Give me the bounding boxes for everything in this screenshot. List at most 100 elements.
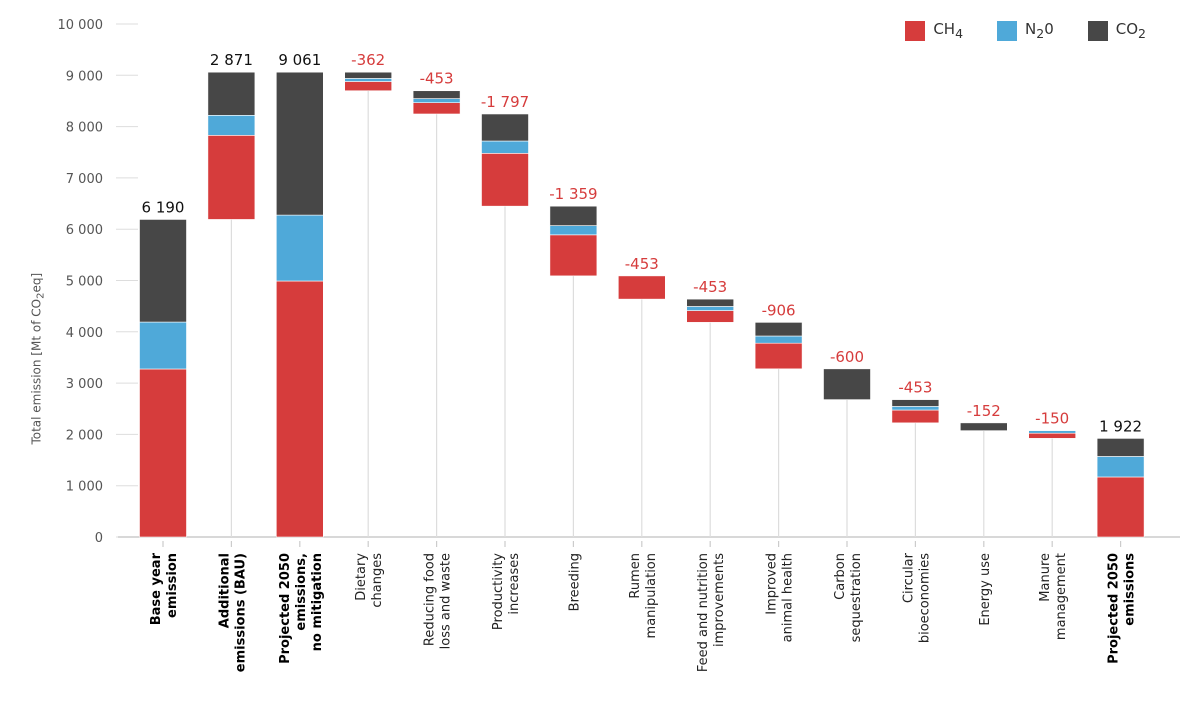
- x-category-label: Dietary: [354, 553, 369, 601]
- bar-segment-co2: [412, 90, 461, 99]
- legend-label: CO2: [1115, 20, 1146, 41]
- x-category-label: emission: [165, 553, 180, 618]
- legend-item-n2o: N20: [997, 20, 1054, 41]
- bar-segment-n2o: [344, 78, 393, 82]
- bar-segment-co2: [754, 322, 803, 337]
- bar-segment-n2o: [481, 140, 529, 154]
- bar-segment-n2o: [754, 335, 803, 344]
- bar-segment-n2o: [412, 98, 461, 103]
- x-category-label: Carbon: [833, 553, 848, 600]
- y-tick-label: 8 000: [66, 121, 103, 136]
- bar-value-label: -453: [898, 379, 932, 397]
- ch4-swatch: [905, 20, 926, 41]
- x-category-label: Energy use: [978, 553, 993, 626]
- y-tick-label: 1 000: [66, 480, 103, 495]
- bar-value-label: -906: [762, 301, 796, 319]
- bar-value-label: -1 359: [549, 185, 597, 203]
- x-category-label: Manure: [1038, 553, 1053, 602]
- y-axis-label: Total emission [Mt of CO2eq]: [29, 272, 47, 445]
- bar-segment-n2o: [549, 225, 598, 236]
- bar-segment-ch4: [207, 135, 256, 220]
- y-tick-label: 7 000: [66, 172, 103, 187]
- x-category-label: emissions: [1123, 553, 1138, 626]
- x-category-label: emissions,: [294, 553, 309, 631]
- x-category-label: Projected 2050: [278, 553, 293, 664]
- bar-value-label: 2 871: [210, 51, 253, 69]
- bar-value-label: -453: [625, 255, 659, 273]
- y-tick-label: 10 000: [58, 18, 104, 33]
- x-category-label: Feed and nutrition: [696, 553, 711, 672]
- legend: CH4 N20 CO2: [905, 20, 1146, 41]
- bar-segment-co2: [549, 205, 598, 226]
- bar-value-label: -150: [1035, 410, 1069, 428]
- bar-value-label: -152: [967, 402, 1001, 420]
- bar-segment-ch4: [549, 234, 598, 277]
- legend-item-co2: CO2: [1087, 20, 1146, 41]
- bar-segment-co2: [344, 71, 393, 79]
- bar-value-label: -1 797: [481, 93, 529, 111]
- bar-segment-co2: [275, 71, 324, 216]
- bar-value-label: -453: [420, 70, 454, 88]
- bar-value-label: -362: [351, 51, 385, 69]
- bar-segment-ch4: [754, 342, 803, 370]
- x-category-label: bioeconomies: [917, 553, 932, 643]
- x-category-label: emissions (BAU): [233, 553, 248, 672]
- x-category-label: management: [1054, 553, 1069, 640]
- x-category-label: Base year: [149, 552, 164, 625]
- bar-segment-co2: [139, 219, 187, 323]
- bar-segment-n2o: [139, 321, 187, 370]
- x-category-label: Circular: [901, 552, 916, 603]
- bar-value-label: 9 061: [278, 51, 321, 69]
- x-category-label: Breeding: [567, 553, 582, 611]
- bar-segment-ch4: [275, 280, 324, 538]
- x-category-label: changes: [370, 553, 385, 608]
- x-category-label: Additional: [217, 553, 232, 628]
- bar-segment-co2: [959, 422, 1008, 431]
- bar-segment-n2o: [1096, 456, 1145, 478]
- bar-segment-ch4: [412, 102, 461, 115]
- x-category-label: no mitigation: [310, 553, 325, 651]
- y-tick-label: 2 000: [66, 428, 103, 443]
- bar-segment-n2o: [686, 306, 735, 311]
- bar-segment-co2: [1096, 438, 1145, 457]
- x-category-label: manipulation: [644, 553, 659, 638]
- x-category-label: loss and waste: [439, 553, 454, 649]
- bar-segment-ch4: [617, 275, 666, 300]
- bar-segment-ch4: [344, 81, 393, 92]
- y-tick-label: 6 000: [66, 223, 103, 238]
- bar-segment-n2o: [207, 115, 256, 136]
- bar-segment-ch4: [891, 409, 940, 424]
- bar-segment-n2o: [275, 214, 324, 282]
- y-tick-label: 4 000: [66, 326, 103, 341]
- n2o-swatch: [997, 20, 1018, 41]
- x-category-label: sequestration: [849, 553, 864, 642]
- bar-segment-co2: [891, 399, 940, 407]
- bar-segment-ch4: [139, 368, 187, 538]
- bar-value-label: 6 190: [142, 198, 185, 216]
- bar-segment-co2: [823, 368, 871, 400]
- y-tick-label: 5 000: [66, 275, 103, 290]
- bar-segment-ch4: [1028, 432, 1076, 439]
- x-category-label: Productivity: [491, 553, 506, 630]
- bar-segment-n2o: [891, 406, 940, 411]
- y-tick-label: 9 000: [66, 69, 103, 84]
- legend-label: CH4: [933, 20, 964, 41]
- x-category-label: increases: [507, 553, 522, 615]
- x-category-label: Rumen: [628, 553, 643, 599]
- x-category-label: improvements: [712, 553, 727, 647]
- y-tick-label: 0: [95, 531, 103, 546]
- bar-value-label: -600: [830, 348, 864, 366]
- x-category-label: Projected 2050: [1107, 553, 1122, 664]
- bar-segment-co2: [686, 298, 735, 307]
- bar-segment-ch4: [1096, 476, 1145, 538]
- bar-segment-ch4: [481, 153, 529, 207]
- legend-label: N20: [1025, 20, 1054, 41]
- x-category-label: animal health: [781, 553, 796, 642]
- x-category-label: Improved: [765, 553, 780, 615]
- bar-value-label: -453: [693, 278, 727, 296]
- legend-item-ch4: CH4: [905, 20, 963, 41]
- bar-segment-co2: [207, 71, 256, 116]
- co2-swatch: [1087, 20, 1108, 41]
- bar-segment-n2o: [1028, 430, 1076, 434]
- y-tick-label: 3 000: [66, 377, 103, 392]
